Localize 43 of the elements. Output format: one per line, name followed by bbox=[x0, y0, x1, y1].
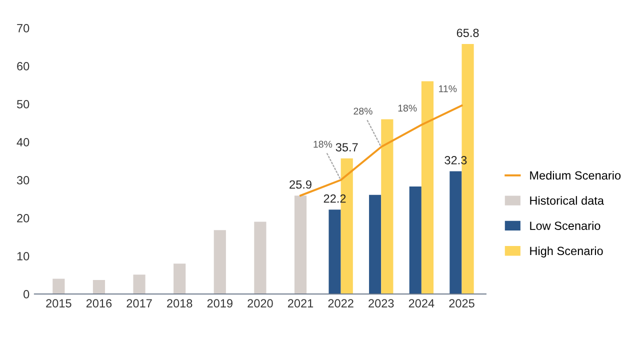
y-tick-label: 0 bbox=[24, 290, 30, 298]
annotation: 18% bbox=[314, 140, 332, 148]
bar bbox=[409, 186, 422, 294]
x-tick-label: 2015 bbox=[46, 299, 72, 308]
y-tick-label: 20 bbox=[17, 214, 30, 222]
y-tick-label: 70 bbox=[17, 24, 30, 32]
x-tick-label: 2023 bbox=[368, 299, 394, 308]
x-tick-label: 2018 bbox=[167, 299, 192, 308]
legend-label: Medium Scenario bbox=[530, 170, 621, 180]
bar bbox=[92, 280, 106, 294]
y-tick-label: 40 bbox=[16, 138, 30, 146]
bar bbox=[421, 81, 434, 294]
legend-label: Historical data bbox=[530, 196, 604, 205]
y-tick-label: 10 bbox=[17, 252, 30, 260]
bar bbox=[294, 196, 307, 294]
y-tick-label: 50 bbox=[16, 100, 30, 108]
x-tick-label: 2017 bbox=[126, 299, 152, 308]
y-tick-label: 30 bbox=[16, 176, 30, 184]
annotation: 28% bbox=[354, 108, 372, 115]
data-label: 25.9 bbox=[290, 180, 312, 189]
bar bbox=[369, 194, 382, 294]
bar bbox=[381, 119, 394, 294]
x-tick-label: 2019 bbox=[207, 299, 232, 308]
x-tick-label: 2022 bbox=[328, 299, 354, 308]
bar bbox=[133, 274, 146, 294]
data-label: 65.8 bbox=[456, 28, 479, 38]
bar bbox=[214, 230, 226, 294]
legend-label: High Scenario bbox=[530, 246, 603, 258]
x-tick-label: 2025 bbox=[449, 299, 474, 308]
bar bbox=[52, 278, 65, 294]
x-tick-label: 2016 bbox=[86, 299, 112, 308]
bar bbox=[450, 171, 462, 294]
annotation: 18% bbox=[398, 104, 417, 112]
legend-label: Low Scenario bbox=[530, 221, 600, 230]
bar bbox=[174, 264, 186, 294]
x-tick-label: 2020 bbox=[248, 299, 273, 308]
annotation: 11% bbox=[439, 85, 457, 92]
y-tick-label: 60 bbox=[17, 62, 30, 70]
x-tick-label: 2024 bbox=[408, 299, 434, 308]
bar bbox=[328, 210, 341, 294]
data-label: 35.7 bbox=[336, 143, 358, 152]
bar bbox=[254, 222, 266, 294]
x-tick-label: 2021 bbox=[288, 299, 314, 308]
